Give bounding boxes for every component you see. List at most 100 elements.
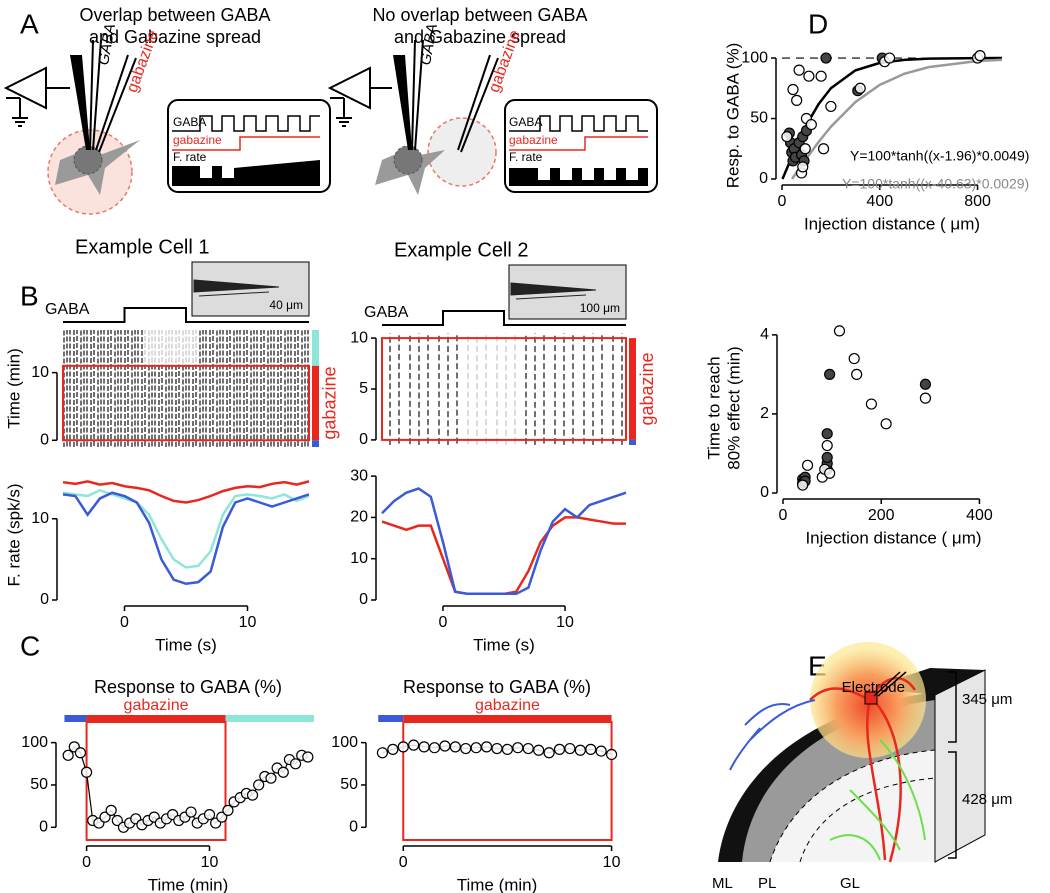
data-point: [865, 398, 878, 410]
y-tick-label: 0: [40, 431, 49, 448]
trace-label: GABA: [509, 115, 542, 129]
boundary: [799, 777, 936, 863]
data-point: [848, 352, 860, 365]
y-tick-label: 0: [759, 170, 768, 187]
y-tick-label: 10: [31, 510, 49, 527]
x-tick-label: 800: [964, 193, 991, 210]
data-point: [222, 804, 234, 816]
gabazine-pipette: [457, 54, 499, 153]
gaba-pipette: [411, 39, 424, 151]
y-tick-label: 100: [741, 49, 768, 66]
amplifier: [327, 66, 371, 110]
y-axis-label: F. rate (spk/s): [4, 484, 23, 587]
x-tick-label: 10: [239, 614, 257, 631]
condition-bar: [629, 338, 636, 440]
y-axis-label: Resp. to GABA (%): [723, 43, 742, 189]
condition-bar: [312, 440, 319, 447]
electrode-label: Electrode: [842, 679, 905, 696]
condition-bar: [378, 715, 404, 722]
x-tick-label: 10: [556, 614, 574, 631]
x-tick-label: 10: [201, 854, 219, 871]
data-point: [428, 742, 441, 754]
diagram-title: Overlap between GABA: [79, 5, 270, 25]
panel-label: D: [808, 8, 828, 39]
bracket: [948, 671, 957, 859]
data-point: [302, 751, 314, 763]
panel-label: B: [20, 280, 39, 311]
data-point: [397, 741, 409, 753]
data-point: [74, 747, 87, 759]
diagram-title: No overlap between GABA: [372, 5, 587, 25]
depth-label: 428 μm: [962, 791, 1012, 808]
data-point: [585, 743, 597, 755]
gabazine-trace: [172, 136, 320, 151]
data-point: [974, 50, 986, 62]
data-point: [533, 744, 545, 756]
y-tick-label: 0: [359, 431, 368, 448]
y-tick-label: 50: [30, 776, 48, 793]
window: [402, 721, 613, 841]
data-point: [62, 749, 74, 761]
y-tick-label: 100: [21, 734, 48, 751]
layer-label: GL: [840, 875, 860, 892]
data-point: [491, 742, 503, 755]
data-point: [805, 118, 817, 131]
y-tick-label: 0: [39, 819, 48, 836]
micrograph-pipette: [510, 282, 597, 300]
y-tick-label: 0: [760, 484, 769, 501]
wire: [330, 87, 392, 127]
y-tick-label: 10: [350, 550, 368, 567]
condition-label: gabazine: [124, 697, 189, 714]
x-axis-label: Time (s): [473, 635, 535, 654]
trace-label: F. rate: [509, 150, 543, 164]
series-line: [62, 491, 310, 586]
data-point: [80, 766, 93, 778]
soma: [73, 145, 103, 175]
recording-pipette: [393, 55, 412, 150]
series-line: [62, 480, 310, 504]
neuron-red: [809, 677, 917, 863]
data-point: [460, 742, 472, 755]
gaba-pipette: [89, 39, 102, 151]
data-point: [797, 479, 809, 491]
micrograph-pipette: [193, 279, 280, 297]
data-point: [787, 83, 799, 96]
granule-layer: [770, 750, 935, 862]
data-point: [574, 744, 586, 756]
y-axis-label: Time to reach: [704, 356, 723, 459]
y-tick-label: 50: [340, 776, 358, 793]
diagram-e: Electrode 345 μm 428 μm ML PL GL: [712, 642, 1012, 892]
data-point: [185, 806, 197, 818]
pipette-label: GABA: [95, 22, 119, 66]
data-point: [216, 811, 228, 823]
data-point: [277, 766, 289, 778]
condition-bar: [312, 330, 319, 366]
x-tick-label: 400: [966, 507, 993, 524]
scale-label: 40 μm: [269, 298, 303, 312]
diagram-a-left: Overlap between GABA and Gabazine spread…: [3, 5, 331, 215]
annotation: Y=100*tanh((x-1.96)*0.0049): [850, 148, 1029, 164]
y-tick-label: 4: [760, 326, 769, 343]
data-point: [111, 814, 123, 827]
trace-label: gabazine: [509, 133, 558, 147]
trace-label: F. rate: [173, 150, 207, 164]
y-tick-label: 10: [31, 364, 49, 381]
x-axis-label: Time (min): [148, 875, 229, 893]
data-point: [553, 743, 566, 755]
data-point: [824, 368, 836, 380]
y-tick-label: 10: [350, 329, 368, 346]
data-point: [501, 743, 514, 755]
data-point: [820, 52, 832, 64]
chart-title: Example Cell 1: [75, 236, 210, 258]
data-point: [821, 439, 833, 452]
trace-label: gabazine: [173, 133, 222, 147]
x-tick-label: 0: [439, 614, 448, 631]
chart-title: Response to GABA (%): [94, 677, 282, 697]
series-line: [381, 487, 627, 596]
condition-label: gabazine: [475, 697, 540, 714]
data-point: [289, 758, 302, 770]
data-point: [791, 94, 803, 106]
stimulus-trace: [63, 307, 309, 323]
data-point: [801, 459, 814, 471]
